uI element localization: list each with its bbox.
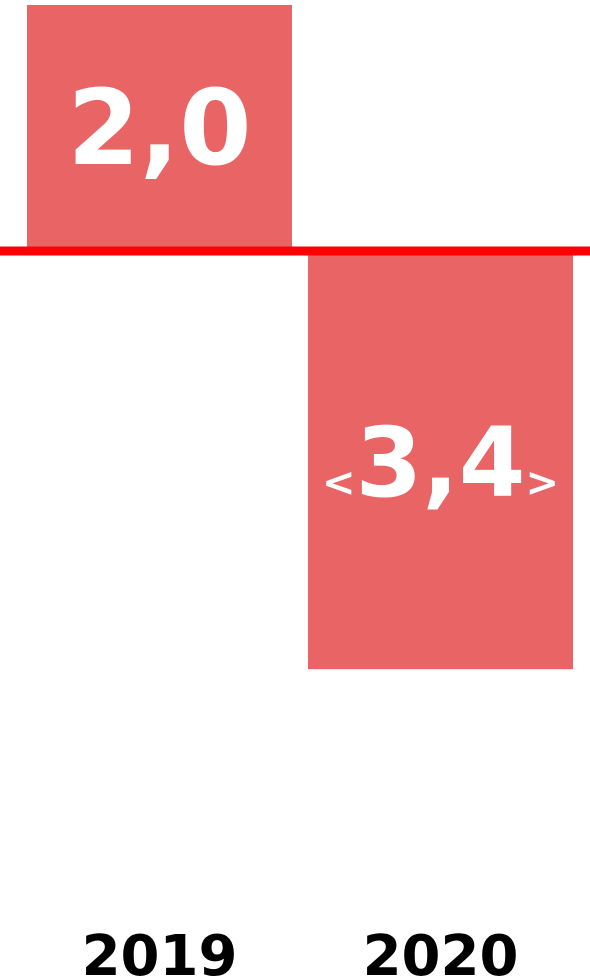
data-label-prefix: < (322, 460, 356, 506)
data-label-suffix: > (526, 460, 560, 506)
bars-group (27, 5, 573, 670)
bar-2019 (27, 5, 292, 251)
data-labels-group: 2,0 <3,4> (67, 67, 559, 519)
x-tick-label-2019: 2019 (82, 924, 238, 980)
x-tick-labels-group: 2019 2020 (82, 924, 519, 980)
x-tick-label-2020: 2020 (363, 924, 519, 980)
data-label-value: 2,0 (67, 67, 251, 189)
data-label-2019: 2,0 (67, 67, 251, 189)
data-label-value: 3,4 (355, 407, 525, 519)
data-label-2020: <3,4> (322, 407, 559, 519)
bar-2020 (308, 251, 573, 670)
